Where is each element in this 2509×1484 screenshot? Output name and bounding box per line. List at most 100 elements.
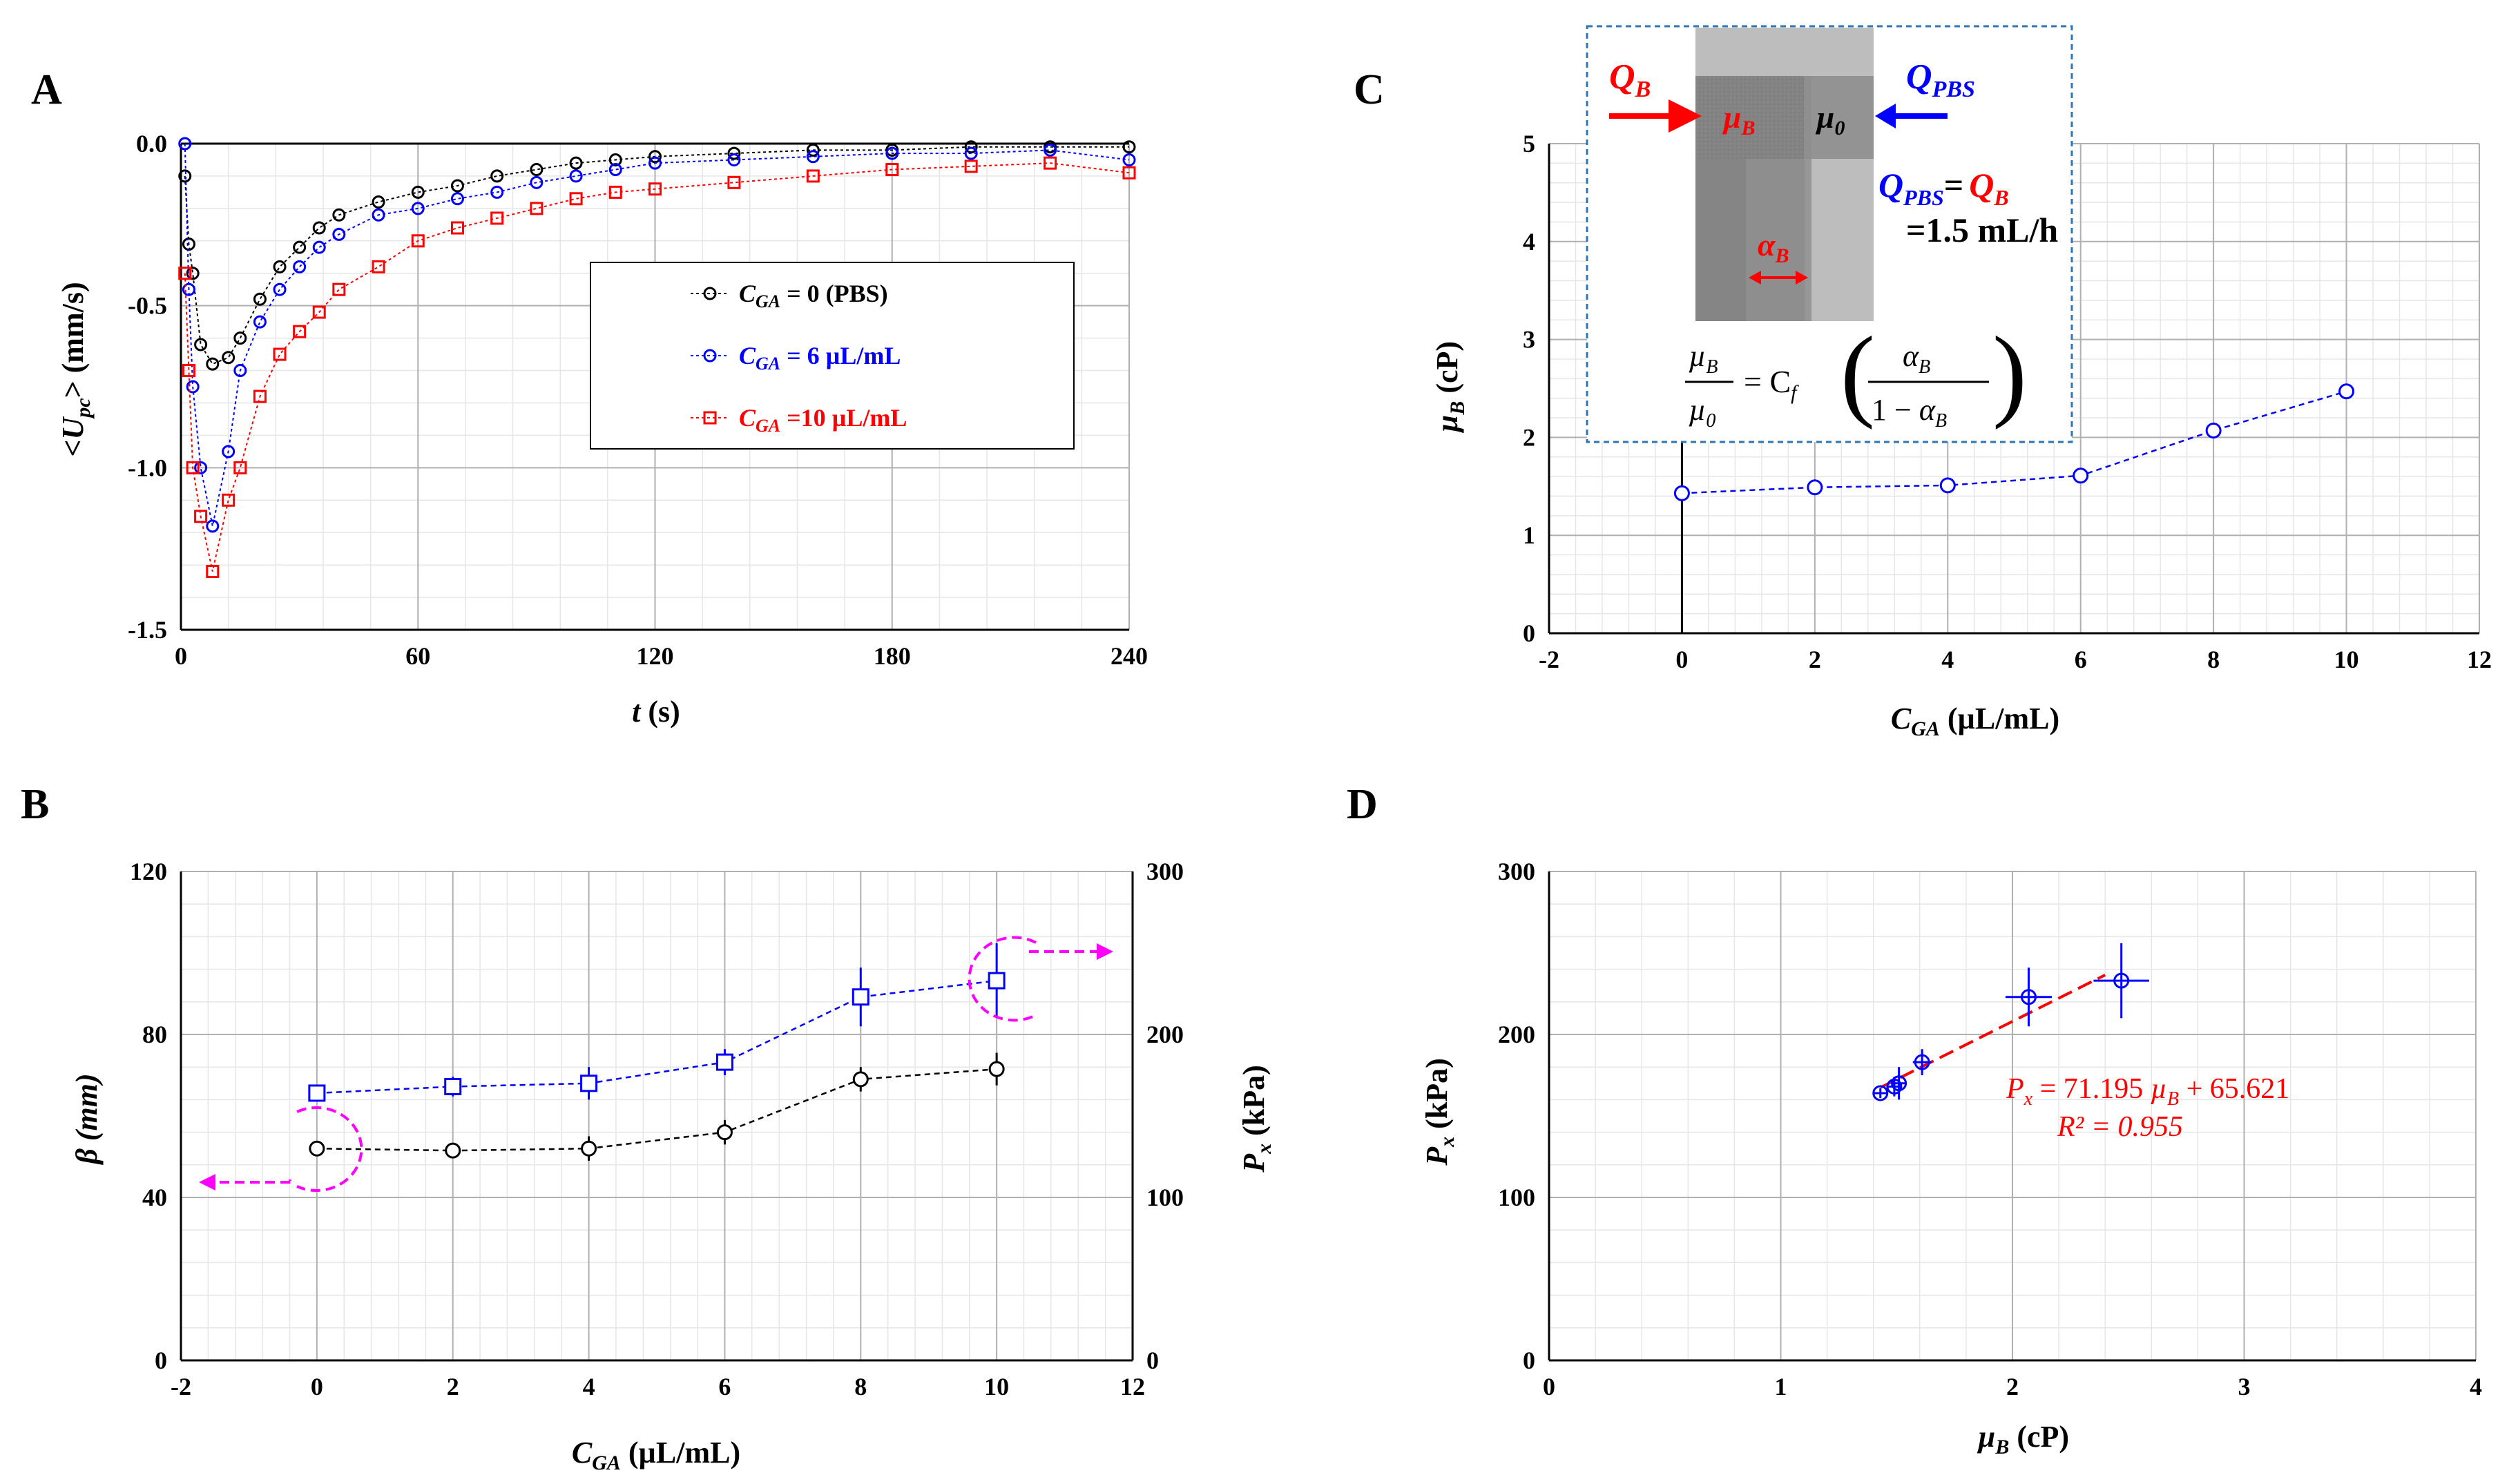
series-line xyxy=(184,143,1130,527)
y-tick-label: 0 xyxy=(155,1347,167,1374)
data-point xyxy=(273,347,287,361)
y-tick-label: 1 xyxy=(1523,521,1535,549)
y2-tick-label: 200 xyxy=(1146,1021,1184,1048)
data-point xyxy=(450,179,464,193)
flow-rate: =1.5 mL/h xyxy=(1906,211,2058,249)
data-point xyxy=(182,364,195,378)
data-point xyxy=(444,1078,462,1096)
data-point xyxy=(727,146,741,160)
series-a-1 xyxy=(178,137,1136,533)
data-point xyxy=(648,182,662,196)
data-point xyxy=(530,163,544,177)
flow-equality: QPBS= QB xyxy=(1878,166,2009,210)
panel-label-a: A xyxy=(31,66,62,113)
series-b-1 xyxy=(308,943,1006,1102)
microscope-image xyxy=(1695,28,1874,321)
data-point xyxy=(253,315,267,329)
series-line xyxy=(184,146,1129,365)
label-alphab: αB xyxy=(1758,227,1789,267)
data-point xyxy=(186,380,200,394)
data-point xyxy=(178,267,192,280)
svg-text:µ0: µ0 xyxy=(1689,393,1715,432)
data-point xyxy=(806,150,820,164)
x-tick-label: 4 xyxy=(2470,1373,2482,1400)
y2-tick-label: 300 xyxy=(1146,858,1184,885)
data-point xyxy=(530,175,544,189)
inset-diagram: QB QPBS µB µ0 αB QPBS= QB =1.5 mL/h µB µ0… xyxy=(1586,25,2073,443)
y-tick-label: 120 xyxy=(130,858,167,885)
data-point xyxy=(490,185,504,199)
svg-text:CGA =10 µL/mL: CGA =10 µL/mL xyxy=(739,404,907,436)
data-point xyxy=(411,185,425,199)
data-point xyxy=(1939,477,1956,494)
series-a-2 xyxy=(178,156,1136,579)
data-point xyxy=(194,510,208,523)
x-tick-label: 0 xyxy=(311,1373,323,1400)
data-point xyxy=(186,461,200,474)
data-point xyxy=(988,972,1006,990)
data-point xyxy=(1122,153,1136,166)
panel-label-c: C xyxy=(1354,66,1385,113)
data-point xyxy=(964,140,978,154)
svg-text:αB: αB xyxy=(1903,339,1930,378)
y-tick-label: -0.5 xyxy=(128,292,167,320)
x-tick-label: -2 xyxy=(1539,646,1559,673)
x-tick-label: 4 xyxy=(1941,646,1954,673)
chart-a: 0 60 120 180 240 0.0 -0.5 -1.0 -1.5 CGA = 0 (PBS… xyxy=(56,130,1148,729)
data-point xyxy=(332,282,346,296)
data-point xyxy=(372,208,385,222)
svg-text:CGA = 0 (PBS): CGA = 0 (PBS) xyxy=(739,280,888,311)
data-point xyxy=(964,146,978,160)
data-point xyxy=(1891,1075,1907,1092)
x-tick-label: 2 xyxy=(2006,1373,2019,1400)
x-tick-label: 12 xyxy=(2467,646,2492,673)
y-tick-label: 300 xyxy=(1498,858,1535,885)
data-point xyxy=(186,267,200,280)
svg-text:CGA = 6 µL/mL: CGA = 6 µL/mL xyxy=(739,342,901,374)
data-point xyxy=(2205,422,2222,439)
data-point xyxy=(1807,479,1823,496)
data-point xyxy=(332,227,346,241)
svg-text:1 − αB: 1 − αB xyxy=(1872,393,1947,432)
label-qpbs: QPBS xyxy=(1906,57,1975,102)
data-point xyxy=(312,240,326,254)
series-d-0 xyxy=(1872,943,2149,1101)
svg-text:(: ( xyxy=(1840,316,1875,430)
x-tick-label: 8 xyxy=(854,1373,867,1400)
fit-r2: R² = 0.955 xyxy=(2057,1111,2183,1143)
x-tick-label: 1 xyxy=(1775,1373,1787,1400)
y-tick-label: 0 xyxy=(1523,1347,1535,1374)
x-tick-label: 60 xyxy=(405,642,430,670)
data-point xyxy=(964,160,978,173)
data-point xyxy=(715,1053,733,1071)
data-point xyxy=(806,143,820,157)
series-line xyxy=(316,1068,997,1152)
data-point xyxy=(332,208,346,222)
data-point xyxy=(206,357,220,371)
data-point xyxy=(222,445,235,459)
data-point xyxy=(222,493,235,507)
data-point xyxy=(450,192,464,206)
x-axis-label-a: t (s) xyxy=(632,695,680,729)
x-tick-label: 0 xyxy=(1675,646,1688,673)
x-tick-label: 0 xyxy=(1543,1373,1555,1400)
data-point xyxy=(445,1142,461,1159)
y-tick-label: 4 xyxy=(1523,228,1535,256)
y-tick-label: -1.0 xyxy=(128,454,167,481)
x-axis-label-d: µB (cP) xyxy=(1977,1420,2069,1458)
fit-equation: Px = 71.195 µB + 65.621 xyxy=(2006,1073,2289,1110)
data-point xyxy=(727,153,741,166)
data-point xyxy=(1044,143,1057,157)
y-tick-label: 5 xyxy=(1523,130,1535,157)
left-axis-indicator xyxy=(199,1106,363,1192)
data-point xyxy=(411,234,425,248)
data-point xyxy=(1872,1085,1889,1101)
legend-item-pbs: CGA = 0 (PBS) xyxy=(691,280,888,311)
data-point xyxy=(233,364,247,378)
fit-line xyxy=(1879,974,2106,1089)
y-tick-label: 100 xyxy=(1498,1184,1535,1211)
y-tick-label: 0 xyxy=(1523,619,1535,647)
data-point xyxy=(1122,166,1136,180)
y-tick-label: 0.0 xyxy=(136,130,167,157)
data-point xyxy=(450,221,464,235)
